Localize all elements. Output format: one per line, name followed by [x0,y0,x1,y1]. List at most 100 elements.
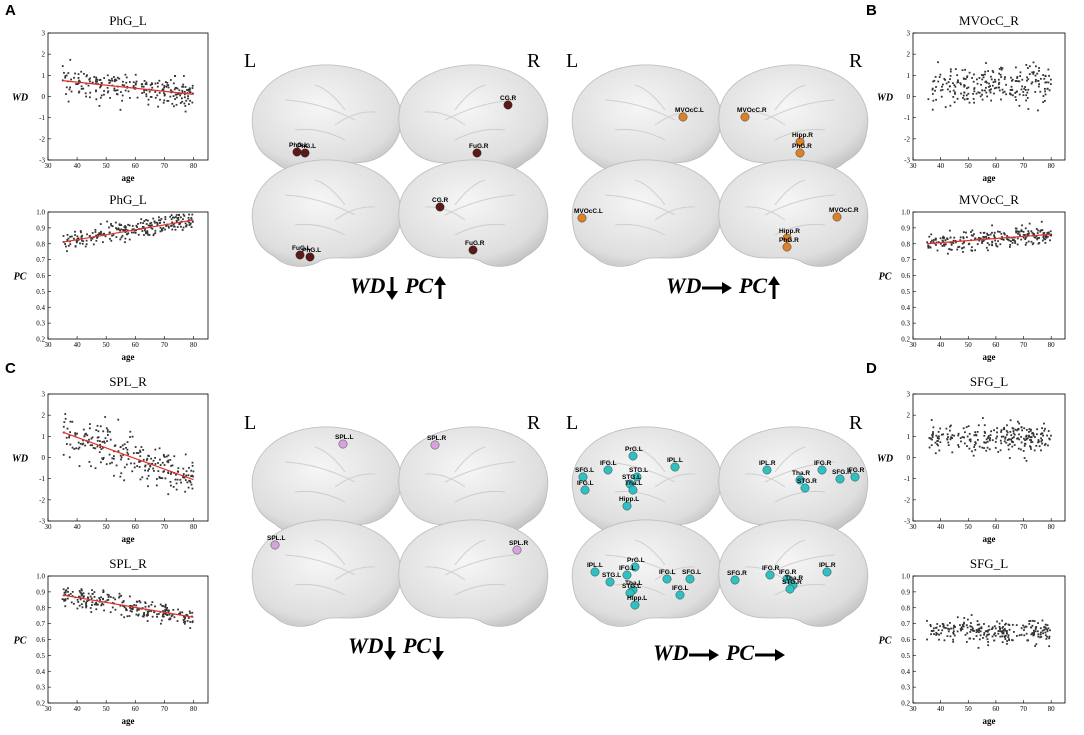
data-point [1009,244,1012,246]
data-point [168,609,170,612]
brain-node [622,570,632,580]
data-point [966,76,969,79]
data-point [191,621,194,624]
data-point [1002,625,1004,628]
data-point [986,242,989,244]
data-point [1016,420,1019,423]
data-point [962,97,964,99]
data-point [184,617,187,619]
data-point [167,225,170,228]
data-point [1048,74,1050,77]
sulcus-line [454,129,506,141]
data-point [124,225,127,227]
data-point [946,438,949,441]
data-point [936,437,939,440]
data-point [939,89,942,92]
data-point [126,441,129,443]
summary-wd: WD [666,273,702,298]
data-point [100,604,103,607]
data-point [162,227,165,229]
data-point [1049,629,1051,632]
data-point [1020,441,1023,444]
data-point [937,444,940,447]
data-point [963,84,966,87]
data-point [145,89,148,92]
data-point [948,229,951,232]
data-point [1015,231,1018,234]
data-point [983,424,986,427]
data-point [165,609,168,612]
data-point [126,451,129,454]
data-point [175,96,178,99]
sulcus-line [454,584,506,596]
data-point [1025,625,1028,628]
hemisphere-label-left: L [244,412,257,434]
data-point [1029,620,1032,622]
node-label: PhG.R [792,143,812,150]
data-point [1002,238,1005,241]
y-axis-label: PC [14,272,27,283]
data-point [991,231,993,234]
y-axis-label: WD [877,454,893,465]
data-point [139,601,142,604]
data-point [160,217,163,220]
data-point [114,444,117,447]
data-point [982,74,985,76]
data-point [81,242,84,245]
data-point [986,629,989,632]
data-point [932,629,935,632]
data-point [152,469,155,472]
data-point [951,434,954,436]
data-point [963,617,966,619]
sulcus-line [774,584,826,596]
data-point [948,85,951,88]
arrow-up-icon [434,275,447,299]
data-point [169,458,172,461]
data-point [970,628,972,631]
node-label: Hipp.L [627,595,647,602]
data-point [975,78,978,81]
data-point [1004,634,1007,637]
data-point [147,469,149,472]
x-tick-label: 40 [937,705,945,713]
y-axis-label: PC [14,636,27,647]
data-point [972,629,975,632]
data-point [142,226,145,229]
data-point [147,103,150,106]
data-point [996,435,998,438]
data-point [98,233,101,236]
data-point [982,636,984,639]
data-point [120,594,123,597]
data-point [1024,234,1026,236]
data-point [161,83,164,86]
data-point [1032,61,1035,64]
data-point [145,81,148,84]
data-point [1004,629,1007,632]
data-point [64,593,67,596]
data-point [1022,437,1025,440]
data-point [970,625,973,628]
data-point [61,65,64,67]
data-point [187,216,190,219]
data-point [959,624,961,626]
data-point [187,97,189,100]
data-point [1034,630,1037,633]
data-point [120,236,123,239]
data-point [171,228,174,231]
node-label: CG.R [432,197,449,204]
data-point [1035,235,1038,238]
scatter-chart: MVOcC_R30 40 50 60 70 800.20.30.40.50.60.70.8… [879,192,1066,362]
data-point [931,87,934,90]
data-point [65,86,68,89]
brain-node [270,540,280,550]
data-point [143,614,146,616]
data-point [167,459,170,462]
data-point [980,83,983,86]
y-axis-label: PC [879,272,892,283]
data-point [191,464,194,467]
y-tick-label: 0.3 [901,684,910,692]
data-point [148,90,151,93]
data-point [968,438,971,441]
data-point [1032,71,1035,74]
sulcus-line [334,566,376,581]
